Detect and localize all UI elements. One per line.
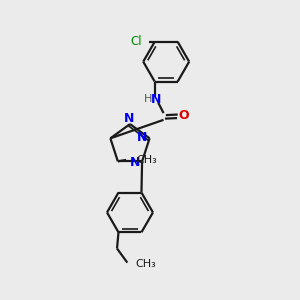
Text: O: O xyxy=(178,109,189,122)
Text: N: N xyxy=(151,93,161,106)
Text: H: H xyxy=(144,94,152,104)
Text: CH₃: CH₃ xyxy=(136,259,156,269)
Text: N: N xyxy=(137,131,148,144)
Text: CH₃: CH₃ xyxy=(136,155,157,165)
Text: N: N xyxy=(124,112,134,125)
Text: N: N xyxy=(130,156,140,169)
Text: Cl: Cl xyxy=(131,35,142,48)
